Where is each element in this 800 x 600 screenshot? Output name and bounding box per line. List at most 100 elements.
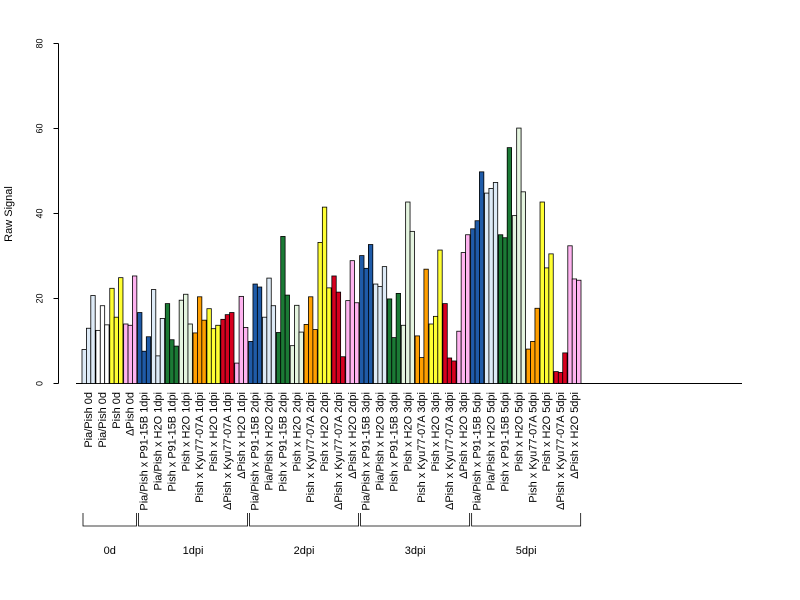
bar — [326, 287, 332, 384]
x-category-label: Pish x P91-15B 5dpi — [500, 392, 512, 492]
x-category-label: Pia/Pish x P91-15B 5dpi — [472, 392, 484, 511]
bar — [409, 230, 415, 384]
bar — [354, 302, 360, 384]
group-label: 5dpi — [516, 545, 537, 557]
bar — [502, 237, 508, 384]
bar — [164, 303, 171, 384]
group-bracket — [471, 513, 582, 527]
bar — [516, 127, 522, 384]
group-bracket — [360, 513, 471, 527]
bar — [280, 236, 286, 384]
x-category-label: Pish x P91-15B 2dpi — [277, 392, 289, 492]
bar — [359, 255, 365, 384]
group-label: 0d — [104, 545, 116, 557]
category-labels: Pia/Pish 0d Pia/Pish 0d Pish 0d ΔPish 0d Pia… — [83, 392, 581, 511]
bar — [492, 182, 499, 384]
bar — [377, 286, 383, 384]
bar — [381, 266, 388, 384]
bar — [220, 318, 226, 384]
bar — [456, 330, 462, 384]
bar — [567, 245, 573, 384]
bar — [123, 323, 129, 384]
bar — [446, 357, 453, 384]
x-category-label: Pia/Pish x H2O 3dpi — [375, 392, 387, 490]
bar — [210, 328, 217, 384]
bar — [484, 192, 490, 384]
bar — [238, 295, 244, 384]
bar — [395, 292, 401, 384]
bar — [488, 188, 494, 384]
x-category-label: Pia/Pish x P91-15B 3dpi — [361, 392, 373, 511]
bar — [317, 241, 323, 384]
bar — [345, 300, 351, 384]
bar — [132, 275, 138, 384]
y-tick-label: 60 — [35, 123, 45, 133]
bar — [86, 327, 92, 384]
x-category-label: ΔPish x Kyu77-07A 3dpi — [444, 392, 456, 510]
x-category-label: ΔPish 0d — [125, 392, 137, 436]
bar — [419, 357, 425, 384]
bar — [335, 291, 342, 384]
x-category-label: ΔPish x Kyu77-07A 1dpi — [222, 392, 234, 510]
y-tick-label: 80 — [35, 38, 45, 48]
bar — [576, 279, 582, 384]
bar — [400, 324, 407, 384]
bar — [465, 234, 471, 384]
bar — [414, 335, 420, 384]
x-category-label: ΔPish x H2O 2dpi — [347, 392, 359, 479]
group-label: 2dpi — [294, 545, 315, 557]
bar — [90, 295, 96, 384]
x-category-label: Pish x H2O 1dpi — [208, 392, 220, 471]
bar — [367, 244, 374, 384]
x-category-label: Pia/Pish x H2O 1dpi — [153, 392, 165, 490]
bar — [442, 303, 448, 384]
x-category-label: Pish x H2O 2dpi — [319, 392, 331, 471]
bar — [479, 171, 485, 384]
bar — [178, 299, 184, 384]
x-category-label: Pish x Kyu77-07A 3dpi — [416, 392, 428, 503]
bar — [284, 294, 290, 384]
x-category-label: Pia/Pish x P91-15B 1dpi — [139, 392, 151, 511]
bar — [534, 307, 540, 384]
x-category-label: ΔPish x H2O 1dpi — [236, 392, 248, 479]
x-category-label: Pia/Pish 0d — [97, 392, 109, 448]
bar — [81, 349, 87, 384]
bar — [256, 286, 263, 384]
bar — [224, 314, 230, 384]
bar — [451, 360, 457, 384]
bar — [229, 312, 235, 384]
bar — [562, 352, 568, 384]
bar — [145, 336, 152, 384]
bar — [497, 234, 504, 384]
bar — [150, 289, 157, 384]
y-axis: 0 20 40 60 80 — [35, 38, 59, 386]
bar — [206, 308, 212, 384]
bar — [270, 305, 277, 384]
x-category-label: Pish x P91-15B 3dpi — [388, 392, 400, 492]
x-category-label: ΔPish x H2O 5dpi — [569, 392, 581, 479]
x-category-label: ΔPish x Kyu77-07A 2dpi — [333, 392, 345, 510]
y-tick-label: 40 — [35, 208, 45, 218]
bar — [312, 329, 318, 384]
bar — [544, 267, 550, 384]
bar — [243, 326, 249, 384]
bar — [405, 201, 411, 384]
bar — [266, 277, 272, 384]
bar — [192, 332, 198, 384]
bar — [137, 312, 143, 384]
bar — [169, 339, 175, 384]
bar — [141, 350, 147, 384]
bar — [363, 267, 369, 384]
bar — [530, 341, 536, 384]
x-category-label: Pia/Pish x H2O 2dpi — [264, 392, 276, 490]
bar — [155, 355, 161, 384]
bar — [340, 356, 346, 384]
bar — [571, 278, 578, 384]
bar — [303, 324, 309, 384]
bar — [548, 253, 554, 384]
bar — [173, 345, 179, 384]
x-category-label: Pish x H2O 2dpi — [291, 392, 303, 471]
bar — [557, 372, 564, 384]
y-tick-label: 0 — [35, 381, 45, 386]
bar — [539, 201, 545, 384]
